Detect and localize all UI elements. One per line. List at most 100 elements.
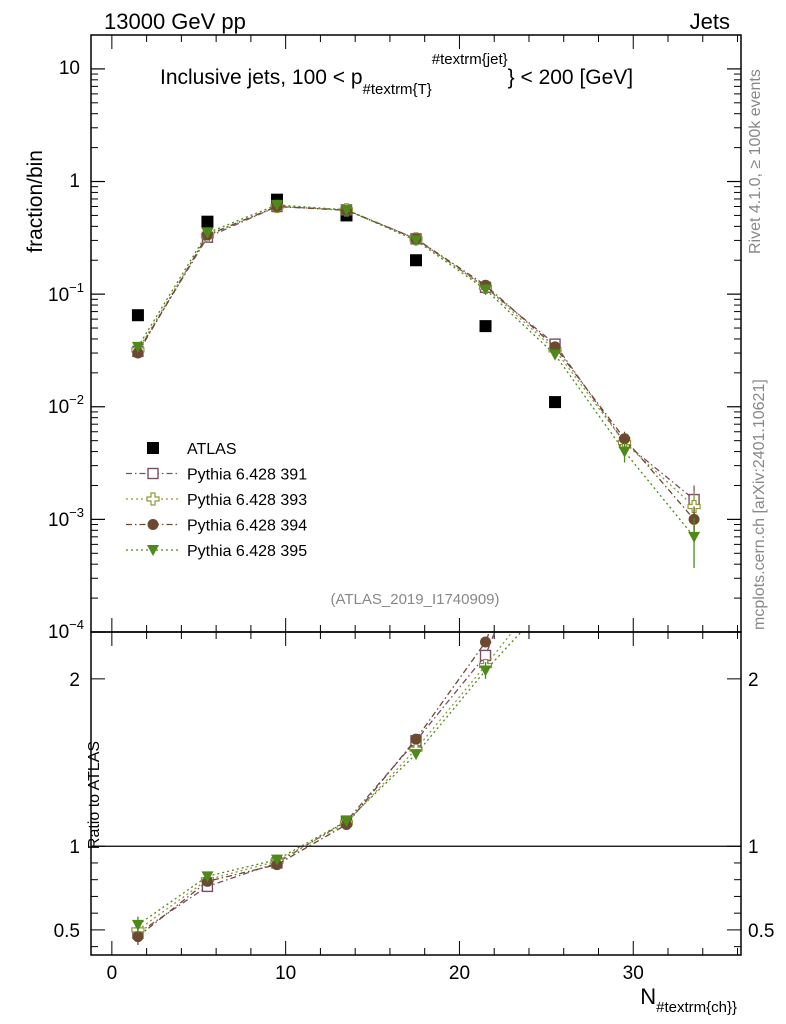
ratio-point [550, 456, 561, 467]
ratio-point [270, 854, 283, 866]
data-point [340, 204, 353, 216]
title-tail: } < 200 [GeV] [508, 66, 634, 89]
data-point [201, 215, 214, 228]
data-point [131, 341, 144, 353]
y-tick-label-0.0001: 10−4 [48, 617, 84, 643]
data-point [619, 433, 631, 445]
data-point [687, 499, 701, 514]
y-tick-base: 10 [48, 622, 69, 643]
ratio-point [480, 636, 492, 648]
ratio-point [550, 473, 560, 483]
main-y-tick-labels: 10 1 10−1 10−2 10−3 10−4 [48, 58, 84, 643]
x-tick-label: 20 [449, 963, 470, 984]
ratio-point [201, 871, 214, 883]
ratio-point [340, 816, 353, 828]
series-line [137, 205, 695, 508]
ratio-point [549, 572, 561, 584]
main-series [131, 193, 701, 569]
ratio-series [131, 456, 561, 945]
legend-entry-2: Pythia 6.428 393 [126, 492, 307, 509]
x-tick-label: 10 [275, 963, 296, 984]
ratio-axes: 0.5 0.51 12 20 10 20 30 [54, 632, 774, 984]
series-0 [131, 193, 562, 409]
ratio-line [137, 632, 514, 931]
y-tick-base: 1 [69, 171, 80, 192]
legend-entry-0: ATLAS [147, 441, 237, 458]
legend-entry-3: Pythia 6.428 394 [126, 518, 307, 535]
ratio-ylabel: Ratio to ATLAS [86, 741, 103, 849]
data-point [410, 235, 422, 247]
legend-entry-4: Pythia 6.428 395 [126, 543, 307, 560]
y-tick-label-1: 1 [69, 171, 80, 192]
header-left: 13000 GeV pp [104, 9, 246, 34]
mcplots-label: mcplots.cern.ch [arXiv:2401.10621] [751, 379, 768, 630]
y-tick-exp: −1 [69, 280, 84, 295]
legend-label: Pythia 6.428 394 [187, 518, 307, 535]
xlabel-main: N [640, 984, 656, 1009]
y-tick-label-0.01: 10−2 [48, 392, 84, 418]
x-axis-label: N#textrm{ch}} [640, 984, 737, 1016]
ratio-y-tick-label: 1 [69, 837, 80, 858]
data-point [618, 446, 631, 458]
y-tick-base: 10 [48, 510, 69, 531]
data-point [270, 199, 283, 211]
title-main: Inclusive jets, 100 < p [160, 66, 363, 89]
data-point [549, 349, 562, 361]
ratio-y-tick-label: 2 [69, 670, 80, 691]
data-point [131, 309, 144, 322]
y-tick-base: 10 [59, 58, 80, 79]
data-point [549, 396, 562, 409]
main-ylabel: fraction/bin [24, 150, 47, 253]
data-point [479, 284, 492, 296]
legend-marker [146, 492, 160, 506]
data-point [549, 341, 561, 353]
legend-label: Pythia 6.428 391 [187, 467, 307, 484]
y-tick-base: 10 [48, 397, 69, 418]
ratio-series-3 [131, 590, 561, 934]
x-tick-label: 0 [107, 963, 118, 984]
ratio-y-tick-label-right: 2 [748, 670, 759, 691]
ratio-point [132, 931, 144, 943]
legend-label: Pythia 6.428 393 [187, 492, 307, 509]
header-right: Jets [690, 9, 730, 34]
ratio-y-tick-label: 0.5 [54, 921, 80, 942]
data-point [410, 254, 422, 267]
legend-marker [147, 442, 159, 454]
rivet-label: Rivet 4.1.0, ≥ 100k events [747, 69, 764, 254]
title-sub: #textrm{T} [363, 81, 432, 98]
y-tick-exp: −4 [69, 617, 84, 632]
series-3 [132, 201, 700, 537]
series-4 [131, 199, 701, 569]
data-point [201, 227, 214, 239]
y-tick-label-0.1: 10−1 [48, 280, 84, 306]
ratio-line [137, 632, 522, 926]
ratio-point [410, 749, 422, 761]
main-title: Inclusive jets, 100 < p#textrm{T}#textrm… [160, 51, 633, 98]
y-tick-exp: −3 [69, 505, 84, 520]
legend-label: ATLAS [187, 441, 237, 458]
legend-marker [147, 519, 159, 530]
main-axes [91, 34, 741, 633]
data-point [688, 531, 701, 543]
legend: ATLAS Pythia 6.428 391 Pythia 6.428 393 Pyt… [126, 441, 307, 560]
title-sup: #textrm{jet} [432, 51, 508, 68]
xlabel-sub: #textrm{ch}} [656, 999, 737, 1016]
data-point [132, 347, 144, 359]
legend-marker [147, 545, 159, 556]
y-tick-label-10: 10 [59, 58, 80, 79]
ratio-y-tick-label-right: 0.5 [748, 921, 774, 942]
y-tick-exp: −2 [69, 392, 84, 407]
ratio-point [479, 665, 492, 677]
legend-entry-1: Pythia 6.428 391 [126, 467, 307, 484]
ratio-point [410, 733, 422, 745]
data-point [479, 320, 492, 333]
ratio-y-tick-label-right: 1 [748, 837, 759, 858]
ratio-point [549, 590, 561, 601]
x-tick-label: 30 [623, 963, 644, 984]
legend-label: Pythia 6.428 395 [187, 543, 307, 560]
ratio-plot-frame [90, 631, 742, 956]
legend-marker [147, 467, 159, 480]
y-tick-base: 10 [48, 285, 69, 306]
y-tick-label-0.001: 10−3 [48, 505, 84, 531]
